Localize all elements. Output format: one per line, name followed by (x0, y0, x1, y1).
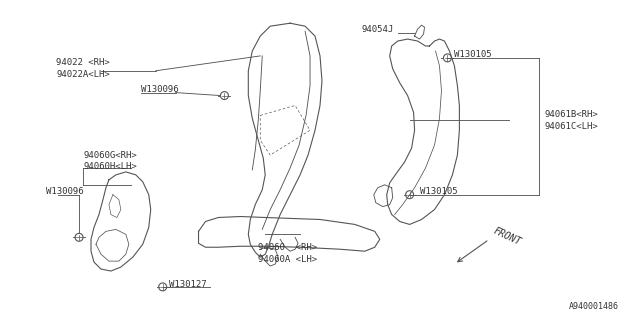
Text: 94060G<RH>: 94060G<RH> (83, 150, 137, 160)
Text: W130127: W130127 (169, 280, 206, 289)
Text: 94060A <LH>: 94060A <LH> (259, 255, 317, 264)
Text: W130096: W130096 (46, 187, 84, 196)
Text: A940001486: A940001486 (569, 302, 619, 311)
Text: FRONT: FRONT (492, 226, 522, 247)
Text: 94061C<LH>: 94061C<LH> (544, 122, 598, 131)
Text: W130105: W130105 (454, 51, 492, 60)
Text: 94060  <RH>: 94060 <RH> (259, 243, 317, 252)
Text: 94022A<LH>: 94022A<LH> (56, 70, 110, 79)
Text: W130105: W130105 (420, 187, 457, 196)
Text: 94060H<LH>: 94060H<LH> (83, 163, 137, 172)
Text: 94061B<RH>: 94061B<RH> (544, 110, 598, 119)
Text: 94022 <RH>: 94022 <RH> (56, 58, 110, 67)
Text: 94054J: 94054J (362, 25, 394, 34)
Text: W130096: W130096 (141, 85, 179, 94)
